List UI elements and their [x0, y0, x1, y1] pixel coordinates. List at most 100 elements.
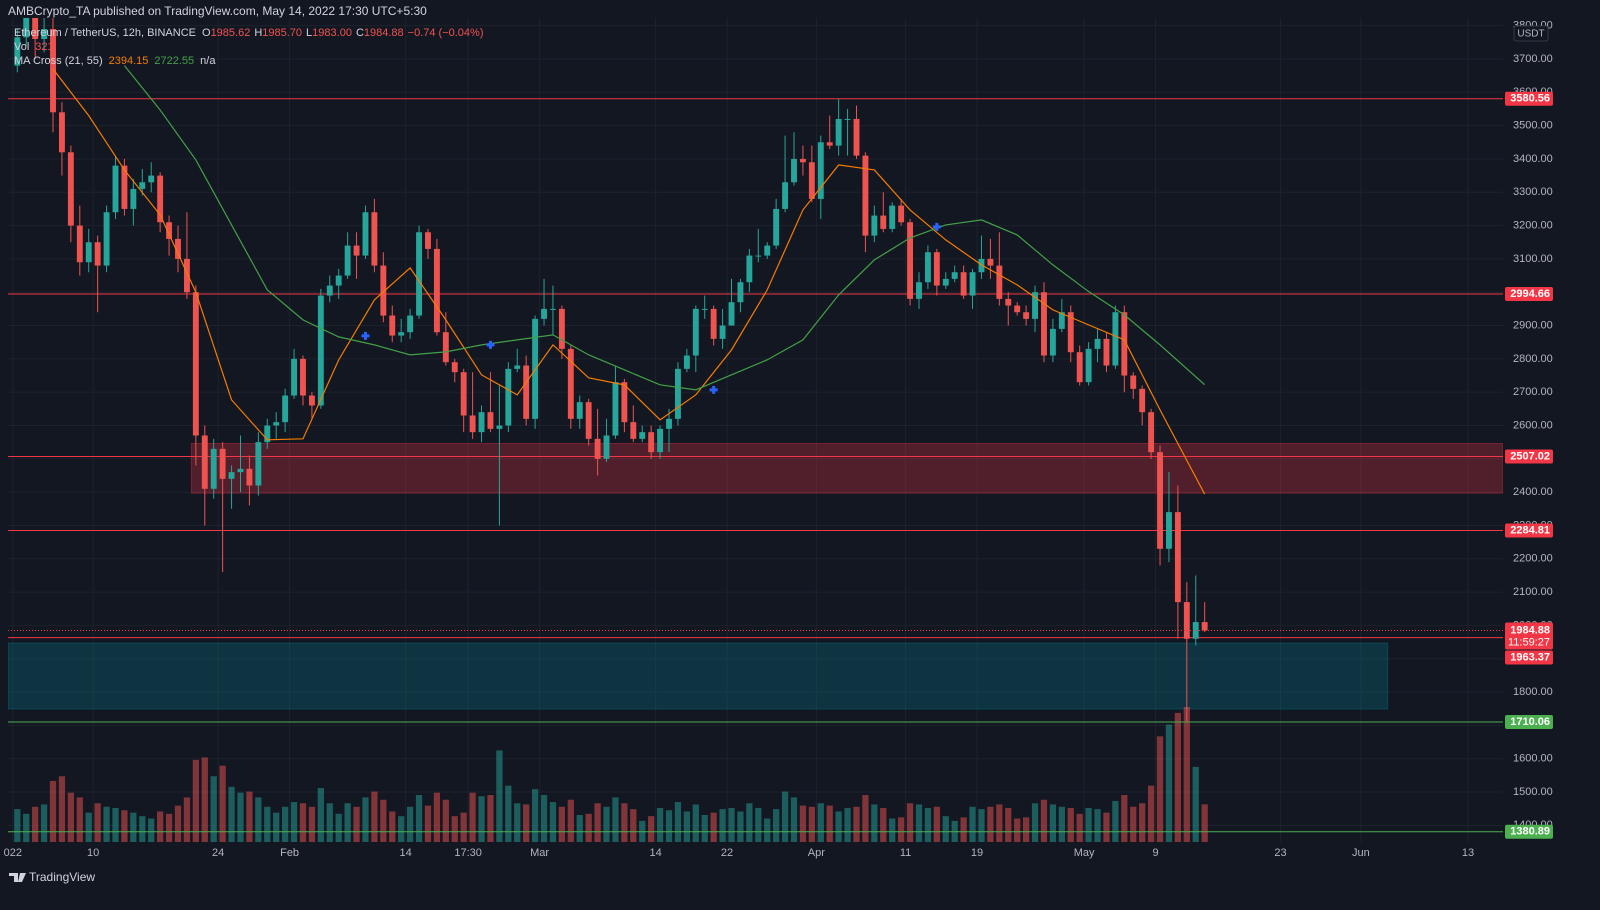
candle-body [148, 175, 155, 183]
candle-body [228, 472, 235, 479]
candle-body [121, 165, 128, 209]
candle-body [853, 118, 860, 156]
candle-body [987, 258, 994, 266]
currency-badge: USDT [1513, 25, 1549, 42]
candle-body [1121, 312, 1128, 376]
level-label: 2284.81 [1510, 524, 1550, 536]
candle-body [773, 208, 780, 246]
x-tick-label: 11 [900, 847, 911, 859]
candle-body [782, 182, 789, 209]
volume-bar [674, 802, 682, 842]
candle-body [398, 332, 405, 336]
volume-bar [308, 806, 316, 842]
y-tick-label: 3500.00 [1513, 120, 1553, 132]
candle-body [728, 302, 735, 326]
y-tick-label: 1500.00 [1513, 786, 1553, 798]
candle-body [550, 308, 556, 310]
volume-bar [906, 803, 914, 842]
candle-body [192, 292, 199, 436]
x-tick-label: 13 [1462, 847, 1474, 859]
ma-status: n/a [200, 55, 216, 67]
x-tick-label: 23 [1274, 847, 1286, 859]
grid [8, 18, 1503, 842]
volume-bar [1147, 785, 1155, 842]
candle-body [817, 142, 824, 199]
ohlc-value: 1985.70 [262, 27, 302, 39]
candle-body [692, 308, 699, 356]
volume-bar [433, 792, 441, 842]
level-label: 2507.02 [1510, 450, 1550, 462]
x-tick-label: 9 [1153, 847, 1159, 859]
candle-body [1023, 312, 1030, 319]
candle-body [255, 442, 262, 486]
candle-body [657, 428, 664, 453]
x-tick-label: 17:30 [454, 847, 482, 859]
volume-bar [228, 786, 235, 842]
zone [8, 642, 1389, 710]
published-note: AMBCrypto_TA published on TradingView.co… [8, 4, 427, 18]
candle-body [103, 212, 110, 266]
candle-body [344, 245, 351, 276]
candle-body [639, 432, 646, 439]
candle-body [335, 275, 342, 286]
volume-bar [174, 805, 182, 842]
candle-body [282, 395, 289, 423]
candle-body [433, 248, 440, 333]
volume-bar [594, 803, 601, 842]
brand-logo [9, 873, 26, 882]
moving-average [52, 68, 1206, 495]
y-tick-label: 3200.00 [1513, 219, 1553, 231]
volume-bar [264, 806, 271, 842]
volume-bar [58, 776, 66, 842]
candle-body [737, 282, 744, 303]
candle-body [674, 368, 681, 419]
volume-bar [567, 799, 574, 842]
volume-bar [1183, 707, 1190, 842]
countdown: 11:59:27 [1508, 636, 1550, 648]
volume-bar [942, 816, 949, 842]
x-tick-label: Jun [1352, 847, 1370, 859]
volume-bar [246, 791, 253, 842]
volume-bar [585, 813, 592, 842]
volume-bar [415, 795, 423, 842]
x-tick-label: Apr [808, 847, 825, 859]
volume-bar [326, 803, 333, 842]
level-label-box [1505, 824, 1553, 839]
candle-body [407, 315, 414, 333]
volume-bar [139, 816, 146, 842]
x-tick-label: 10 [87, 847, 99, 859]
volume-bar [14, 809, 21, 842]
candle-body [1139, 388, 1146, 413]
candle-body [264, 425, 271, 443]
candle-body [58, 112, 65, 153]
candle-body [755, 255, 762, 257]
candle-body [50, 28, 56, 113]
price-axis: 1400.001500.001600.001700.001800.001900.… [1505, 20, 1553, 839]
candle-body [835, 118, 842, 146]
candle-body [353, 245, 360, 256]
volume-bar [648, 816, 655, 842]
level-label-box [1505, 715, 1553, 730]
candle-body [210, 448, 217, 489]
volume-bar [290, 802, 298, 842]
candle-body [826, 142, 833, 146]
level-label-box [1505, 91, 1553, 106]
volume-bar [737, 811, 744, 842]
y-tick-label: 3400.00 [1513, 153, 1553, 165]
volume-bar [746, 803, 753, 842]
volume-bar [701, 815, 708, 842]
volume-bar [237, 792, 244, 842]
x-tick-label: 14 [400, 847, 412, 859]
volume-bar [1040, 799, 1048, 842]
volume-bar [165, 813, 173, 842]
candle-body [1058, 312, 1065, 329]
volume-bar [121, 810, 128, 842]
volume-bar [576, 815, 583, 842]
y-tick-label: 2800.00 [1513, 353, 1553, 365]
candle-body [701, 308, 708, 310]
volume-bar [826, 805, 833, 842]
volume-bar [67, 792, 74, 842]
candle-body [942, 278, 949, 286]
